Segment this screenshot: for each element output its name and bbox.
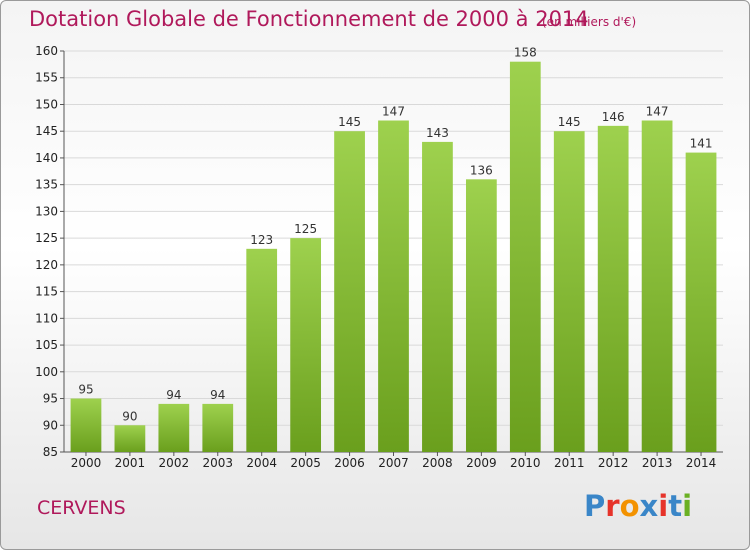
- value-label-2001: 90: [122, 409, 137, 423]
- y-tick-label: 110: [35, 311, 58, 325]
- x-tick-label-2003: 2003: [202, 456, 233, 470]
- bar-2005: [290, 238, 322, 452]
- value-label-2005: 125: [294, 222, 317, 236]
- value-label-2003: 94: [210, 388, 225, 402]
- y-tick-label: 130: [35, 204, 58, 218]
- bar-2002: [158, 403, 190, 452]
- bar-2003: [202, 403, 234, 452]
- bar-2010: [509, 61, 541, 453]
- y-tick-label: 160: [35, 44, 58, 58]
- bar-2013: [641, 120, 673, 453]
- value-label-2011: 145: [558, 115, 581, 129]
- value-label-2010: 158: [514, 46, 537, 60]
- logo-letter: x: [639, 489, 659, 523]
- x-tick-label-2008: 2008: [422, 456, 453, 470]
- x-tick-label-2009: 2009: [466, 456, 497, 470]
- x-tick-label-2011: 2011: [554, 456, 585, 470]
- x-tick-label-2006: 2006: [334, 456, 365, 470]
- bar-2009: [465, 179, 497, 452]
- value-label-2007: 147: [382, 105, 405, 119]
- y-tick-label: 120: [35, 258, 58, 272]
- value-label-2004: 123: [250, 233, 273, 247]
- y-tick-label: 140: [35, 151, 58, 165]
- bar-2004: [246, 248, 278, 452]
- x-tick-label-2012: 2012: [598, 456, 629, 470]
- y-tick-label: 125: [35, 231, 58, 245]
- x-tick-label-2004: 2004: [246, 456, 277, 470]
- y-tick-label: 135: [35, 178, 58, 192]
- bar-2006: [334, 131, 365, 452]
- y-tick-label: 95: [43, 392, 58, 406]
- y-tick-label: 105: [35, 338, 58, 352]
- bar-2001: [114, 425, 146, 452]
- x-tick-label-2002: 2002: [159, 456, 190, 470]
- y-tick-label: 150: [35, 97, 58, 111]
- logo-letter: t: [668, 489, 683, 523]
- bar-2000: [70, 398, 102, 452]
- x-tick-label-2000: 2000: [71, 456, 102, 470]
- logo-letter: r: [605, 489, 620, 523]
- y-tick-label: 115: [35, 285, 58, 299]
- x-tick-label-2001: 2001: [115, 456, 146, 470]
- chart-title: Dotation Globale de Fonctionnement de 20…: [29, 7, 589, 31]
- value-label-2009: 136: [470, 163, 493, 177]
- value-label-2012: 146: [602, 110, 625, 124]
- value-label-2008: 143: [426, 126, 449, 140]
- commune-name: CERVENS: [37, 497, 126, 519]
- bar-2012: [597, 125, 629, 452]
- x-tick-label-2007: 2007: [378, 456, 409, 470]
- bar-2011: [553, 131, 585, 452]
- x-tick-label-2010: 2010: [510, 456, 541, 470]
- value-label-2000: 95: [78, 383, 93, 397]
- bar-2008: [422, 141, 453, 453]
- x-tick-label-2005: 2005: [290, 456, 321, 470]
- logo-letter: i: [658, 489, 669, 523]
- labels: 95 90 94 94 123 125 145 147 143 136 158 145 146 147 14…: [78, 46, 712, 424]
- value-label-2013: 147: [646, 105, 669, 119]
- y-tick-label: 145: [35, 124, 58, 138]
- value-label-2014: 141: [690, 137, 713, 151]
- bar-2007: [378, 120, 409, 453]
- logo-letter: P: [584, 489, 606, 523]
- y-tick-label: 100: [35, 365, 58, 379]
- logo-letter: i: [682, 489, 693, 523]
- y-tick-label: 90: [43, 418, 58, 432]
- bars: [70, 61, 717, 453]
- y-tick-label: 155: [35, 71, 58, 85]
- value-label-2002: 94: [166, 388, 181, 402]
- proxiti-logo[interactable]: Proxiti: [584, 489, 692, 523]
- chart-subtitle: (en milliers d'€): [542, 15, 637, 29]
- y-tick-label: 85: [43, 445, 58, 459]
- logo-letter: o: [619, 489, 640, 523]
- x-tick-label-2013: 2013: [642, 456, 673, 470]
- bar-2014: [685, 152, 717, 452]
- value-label-2006: 145: [338, 115, 361, 129]
- x-tick-label-2014: 2014: [686, 456, 717, 470]
